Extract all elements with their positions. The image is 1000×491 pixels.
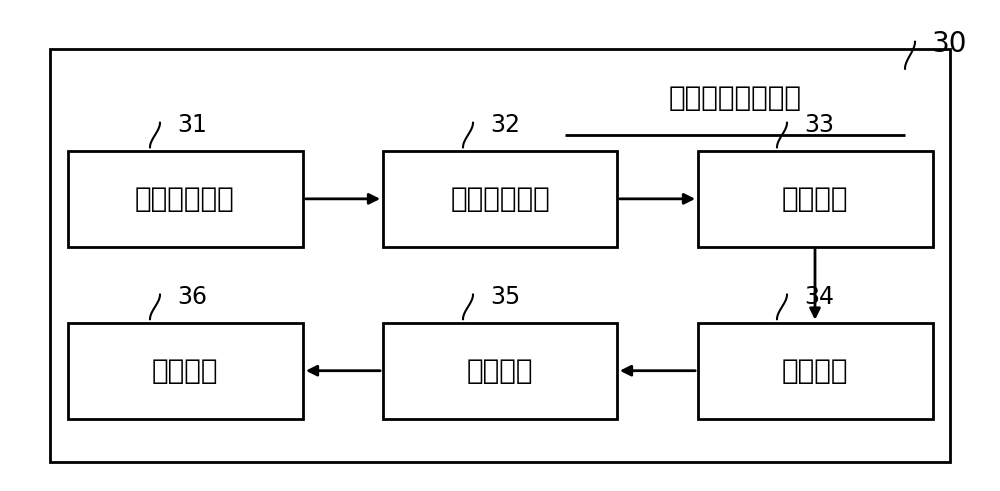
FancyBboxPatch shape <box>50 49 950 462</box>
Text: 第一获取单元: 第一获取单元 <box>135 185 235 213</box>
FancyBboxPatch shape <box>698 151 932 247</box>
Text: 变量加工单元: 变量加工单元 <box>450 185 550 213</box>
Text: 加工变量验证装置: 加工变量验证装置 <box>668 84 802 112</box>
Text: 31: 31 <box>177 113 207 137</box>
FancyBboxPatch shape <box>382 323 617 418</box>
Text: 识别单元: 识别单元 <box>782 356 848 385</box>
FancyBboxPatch shape <box>68 151 302 247</box>
Text: 33: 33 <box>804 113 834 137</box>
FancyBboxPatch shape <box>698 323 932 418</box>
Text: 34: 34 <box>804 285 834 309</box>
Text: 归类单元: 归类单元 <box>782 185 848 213</box>
FancyBboxPatch shape <box>68 323 302 418</box>
Text: 验证单元: 验证单元 <box>152 356 218 385</box>
FancyBboxPatch shape <box>382 151 617 247</box>
Text: 30: 30 <box>932 30 968 58</box>
Text: 35: 35 <box>490 285 520 309</box>
Text: 关联单元: 关联单元 <box>467 356 533 385</box>
Text: 36: 36 <box>177 285 207 309</box>
Text: 32: 32 <box>490 113 520 137</box>
